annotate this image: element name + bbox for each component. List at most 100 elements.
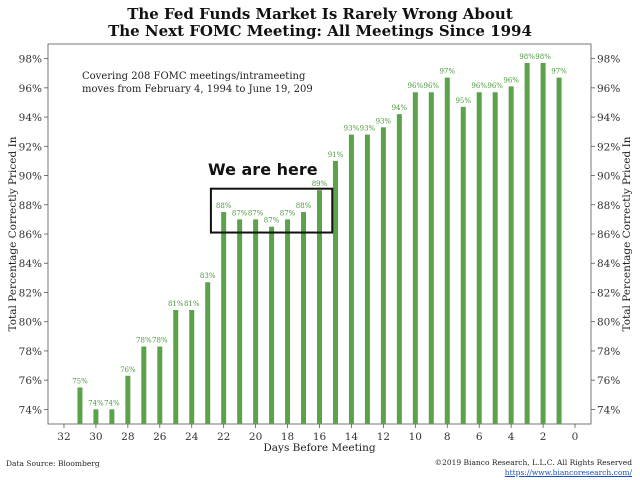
y-tick-label-left: 80% (19, 317, 42, 329)
bar (556, 77, 562, 424)
data-label: 87% (280, 209, 296, 217)
x-tick-label: 28 (121, 431, 134, 443)
bar (125, 375, 131, 424)
data-label: 96% (471, 82, 487, 90)
y-tick-label-right: 76% (597, 375, 620, 387)
website-link[interactable]: https://www.biancoresearch.com/ (504, 468, 632, 477)
bar (189, 310, 195, 424)
y-tick-label-right: 94% (597, 112, 620, 124)
x-tick-label: 24 (185, 431, 199, 443)
bar (77, 387, 83, 424)
bar (396, 114, 402, 425)
y-tick-label-left: 84% (19, 258, 42, 270)
data-label: 87% (248, 209, 264, 217)
y-tick-label-right: 82% (597, 287, 620, 299)
data-label: 98% (535, 53, 551, 61)
bar (460, 106, 466, 424)
x-tick-label: 32 (57, 431, 70, 443)
bar (221, 212, 227, 424)
bar (476, 92, 482, 424)
bar (444, 77, 450, 424)
bar (428, 92, 434, 424)
bar (508, 86, 514, 424)
data-label: 97% (439, 68, 455, 76)
x-tick-label: 8 (444, 431, 451, 443)
data-label: 75% (72, 377, 88, 385)
y-tick-label-left: 88% (19, 200, 42, 212)
x-tick-label: 16 (313, 431, 327, 443)
data-label: 93% (360, 125, 376, 133)
y-tick-label-right: 86% (597, 229, 620, 241)
x-axis-label: Days Before Meeting (263, 442, 376, 454)
coverage-note: Covering 208 FOMC meetings/intrameeting … (82, 70, 313, 96)
chart-title-line1: The Fed Funds Market Is Rarely Wrong Abo… (127, 5, 513, 23)
bar (317, 190, 322, 424)
x-tick-label: 0 (572, 431, 579, 443)
we-are-here-label: We are here (208, 160, 318, 179)
y-tick-label-right: 96% (597, 83, 620, 95)
bar (348, 134, 354, 424)
y-tick-label-left: 78% (19, 346, 42, 358)
x-tick-label: 4 (508, 431, 515, 443)
bar (253, 219, 259, 424)
data-label: 74% (104, 399, 120, 407)
data-label: 96% (424, 82, 440, 90)
data-source: Data Source: Bloomberg (6, 459, 100, 468)
y-tick-label-right: 88% (597, 200, 620, 212)
bar (540, 63, 546, 424)
bar (524, 63, 530, 424)
we-are-here-box (209, 187, 334, 234)
data-label: 83% (200, 272, 216, 280)
bar (364, 134, 370, 424)
y-tick-label-right: 84% (597, 258, 620, 270)
x-tick-label: 20 (249, 431, 262, 443)
y-tick-label-right: 80% (597, 317, 620, 329)
bar (412, 92, 418, 424)
data-label: 96% (408, 82, 424, 90)
y-tick-label-left: 98% (19, 54, 42, 66)
data-label: 78% (152, 337, 168, 345)
bar (173, 310, 179, 424)
bar (205, 282, 211, 424)
data-label: 96% (487, 82, 503, 90)
y-tick-label-left: 94% (19, 112, 42, 124)
bar (157, 346, 163, 424)
data-label: 87% (264, 217, 280, 225)
x-tick-label: 2 (540, 431, 547, 443)
data-label: 97% (551, 68, 567, 76)
x-tick-label: 6 (476, 431, 483, 443)
copyright-text: ©2019 Bianco Research, L.L.C. All Rights… (434, 458, 632, 467)
data-label: 78% (136, 337, 152, 345)
data-label: 88% (296, 202, 312, 210)
y-tick-label-left: 76% (19, 375, 42, 387)
x-tick-label: 22 (217, 431, 230, 443)
y-axis-label-left: Total Percentage Correctly Priced In (7, 136, 19, 331)
bar (269, 226, 275, 424)
data-label: 95% (455, 97, 471, 105)
data-label: 89% (312, 180, 328, 188)
bar (380, 127, 386, 425)
data-label: 93% (344, 125, 360, 133)
bar (93, 409, 99, 424)
data-label: 76% (120, 366, 136, 374)
coverage-note-line2: moves from February 4, 1994 to June 19, … (82, 84, 313, 95)
data-label: 93% (376, 117, 392, 125)
x-tick-label: 10 (409, 431, 422, 443)
x-tick-label: 12 (377, 431, 390, 443)
coverage-note-line1: Covering 208 FOMC meetings/intrameeting (82, 71, 306, 82)
bar (285, 219, 291, 424)
bar (109, 409, 115, 424)
y-tick-label-left: 82% (19, 287, 42, 299)
y-tick-label-left: 90% (19, 171, 42, 183)
data-label: 94% (392, 104, 408, 112)
y-tick-label-left: 96% (19, 83, 42, 95)
y-tick-label-right: 90% (597, 171, 620, 183)
bar (141, 346, 147, 424)
data-label: 81% (168, 300, 184, 308)
footer-credits: ©2019 Bianco Research, L.L.C. All Rights… (435, 458, 632, 478)
y-axis-label-right: Total Percentage Correctly Priced In (621, 136, 633, 331)
y-tick-label-right: 92% (597, 141, 620, 153)
x-tick-label: 14 (345, 431, 359, 443)
y-tick-label-left: 74% (19, 404, 42, 416)
bar (301, 212, 307, 424)
